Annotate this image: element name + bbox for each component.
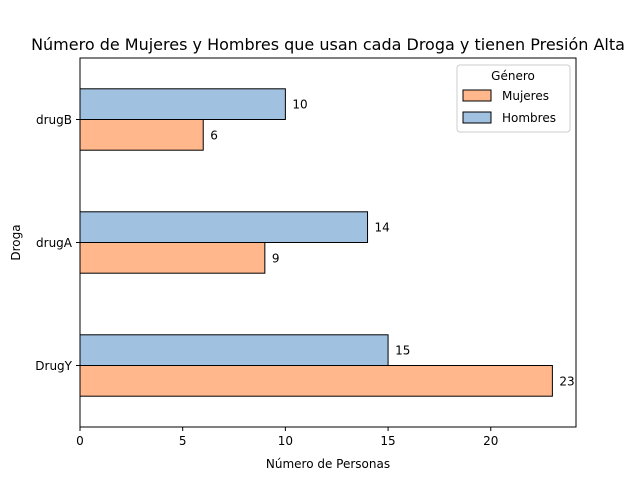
legend-swatch-hombres: [462, 111, 492, 124]
y-tick-label: drugB: [36, 113, 72, 127]
x-tick-label: 5: [179, 434, 187, 448]
legend-label-hombres: Hombres: [502, 111, 556, 125]
data-label-mujeres-drugy: 23: [559, 374, 574, 388]
data-label-mujeres-druga: 9: [272, 251, 280, 265]
bar-hombres-drugy: [79, 334, 389, 366]
data-label-hombres-drugb: 10: [292, 98, 307, 112]
x-tick-label: 20: [483, 434, 498, 448]
legend-title: Género: [491, 69, 535, 83]
legend-swatch-mujeres: [462, 89, 492, 102]
bar-hombres-drugb: [79, 88, 286, 121]
plot-frame: [79, 57, 577, 428]
y-axis-label: Droga: [9, 224, 23, 260]
data-label-hombres-drugy: 15: [395, 344, 410, 358]
data-label-mujeres-drugb: 6: [210, 128, 218, 142]
data-label-hombres-druga: 14: [375, 221, 390, 235]
y-tick-label: drugA: [36, 236, 73, 250]
legend: Género Mujeres Hombres: [456, 64, 571, 133]
y-tick-label: DrugY: [35, 359, 72, 373]
bar-mujeres-druga: [79, 242, 266, 274]
x-tick-label: 15: [380, 434, 395, 448]
bar-mujeres-drugb: [79, 119, 204, 151]
bar-mujeres-drugy: [79, 365, 553, 397]
x-axis-ticks: 0 5 10 15 20: [76, 427, 498, 448]
bar-hombres-druga: [79, 211, 369, 244]
x-axis-label: Número de Personas: [266, 457, 390, 471]
chart-title: Número de Mujeres y Hombres que usan cad…: [31, 35, 625, 54]
bars-layer: 23 15 9 14 6 10: [79, 88, 575, 397]
x-tick-label: 0: [76, 434, 84, 448]
x-tick-label: 10: [278, 434, 293, 448]
legend-label-mujeres: Mujeres: [502, 89, 549, 103]
y-axis-ticks: DrugY drugA drugB: [35, 113, 80, 373]
